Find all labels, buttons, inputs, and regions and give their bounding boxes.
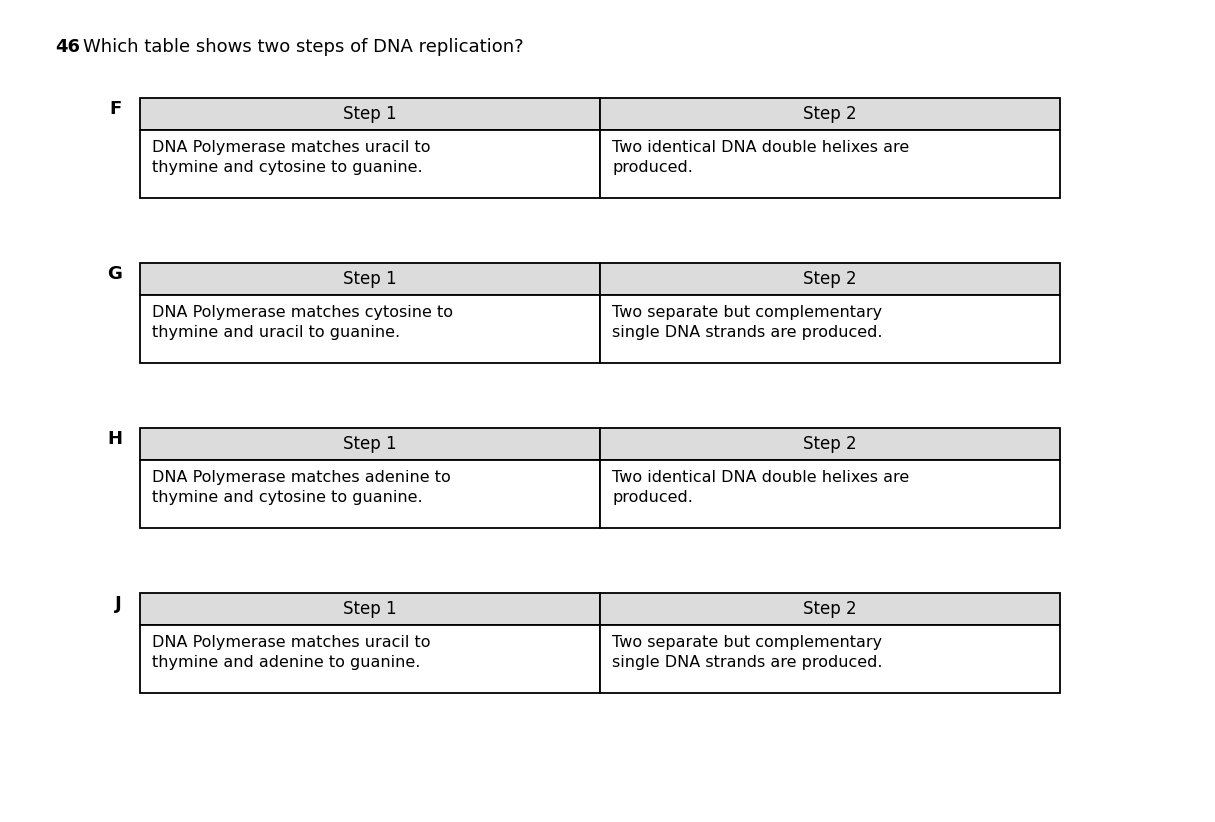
Text: Which table shows two steps of DNA replication?: Which table shows two steps of DNA repli… <box>83 38 524 56</box>
Text: Two identical DNA double helixes are
produced.: Two identical DNA double helixes are pro… <box>612 140 909 175</box>
Text: Step 2: Step 2 <box>803 435 857 453</box>
Bar <box>140 460 600 528</box>
Text: Step 1: Step 1 <box>343 600 397 618</box>
Text: H: H <box>107 430 122 448</box>
Bar <box>140 98 600 130</box>
Text: DNA Polymerase matches uracil to
thymine and cytosine to guanine.: DNA Polymerase matches uracil to thymine… <box>152 140 430 175</box>
Text: Step 1: Step 1 <box>343 105 397 123</box>
Bar <box>600 593 1059 625</box>
Text: Step 2: Step 2 <box>803 105 857 123</box>
Text: Two identical DNA double helixes are
produced.: Two identical DNA double helixes are pro… <box>612 470 909 506</box>
Text: Two separate but complementary
single DNA strands are produced.: Two separate but complementary single DN… <box>612 305 882 340</box>
Text: Step 2: Step 2 <box>803 270 857 288</box>
Text: DNA Polymerase matches cytosine to
thymine and uracil to guanine.: DNA Polymerase matches cytosine to thymi… <box>152 305 453 340</box>
Text: Two separate but complementary
single DNA strands are produced.: Two separate but complementary single DN… <box>612 635 882 671</box>
Bar <box>600 263 1059 295</box>
Bar <box>600 98 1059 130</box>
Bar <box>140 130 600 198</box>
Bar <box>140 295 600 363</box>
Text: DNA Polymerase matches adenine to
thymine and cytosine to guanine.: DNA Polymerase matches adenine to thymin… <box>152 470 451 506</box>
Bar <box>600 130 1059 198</box>
Bar <box>140 625 600 693</box>
Bar <box>600 295 1059 363</box>
Text: Step 1: Step 1 <box>343 435 397 453</box>
Text: 46: 46 <box>55 38 80 56</box>
Bar <box>140 263 600 295</box>
Text: Step 2: Step 2 <box>803 600 857 618</box>
Text: J: J <box>115 595 122 613</box>
Bar <box>140 593 600 625</box>
Text: G: G <box>107 265 122 283</box>
Bar <box>140 428 600 460</box>
Bar <box>600 428 1059 460</box>
Bar <box>600 625 1059 693</box>
Text: DNA Polymerase matches uracil to
thymine and adenine to guanine.: DNA Polymerase matches uracil to thymine… <box>152 635 430 671</box>
Text: Step 1: Step 1 <box>343 270 397 288</box>
Bar <box>600 460 1059 528</box>
Text: F: F <box>109 100 122 118</box>
